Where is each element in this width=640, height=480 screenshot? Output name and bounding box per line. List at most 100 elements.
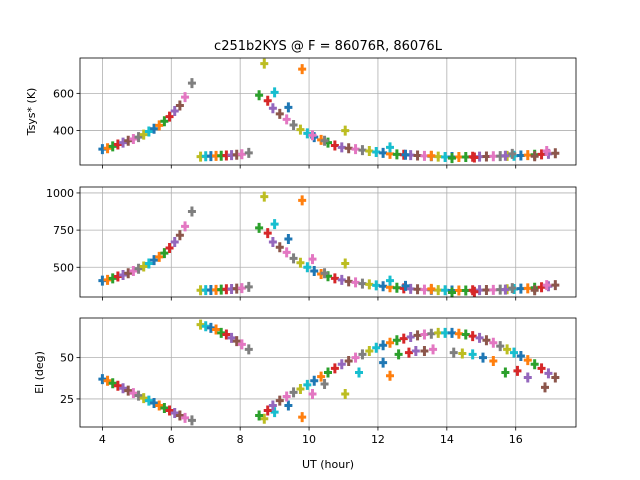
panel-elevation-data-point — [196, 319, 205, 330]
panel-elevation-data-point — [260, 413, 269, 424]
panel-tsys-data-point — [298, 64, 307, 75]
panel-elevation-data-point — [303, 379, 312, 390]
panel-tsys-alt-data-point — [270, 219, 279, 230]
panel-elevation-data-point — [217, 327, 226, 338]
panel-elevation-data-point — [351, 352, 360, 363]
panel-tsys-alt-data-point — [351, 277, 360, 288]
panel-tsys-alt-data-point — [489, 284, 498, 295]
panel-tsys-alt-data-point — [427, 283, 436, 294]
panel-elevation-data-point — [160, 403, 169, 414]
panel-elevation-data-point — [317, 371, 326, 382]
panel-tsys-alt-data-point — [134, 263, 143, 274]
x-axis-label: UT (hour) — [302, 458, 354, 471]
panel-elevation-data-point — [551, 372, 560, 383]
panel-tsys-alt-data-point — [165, 242, 174, 253]
panel-tsys-alt-data-point — [365, 279, 374, 290]
panel-tsys-data-point — [263, 95, 272, 106]
x-tick-label: 16 — [509, 433, 523, 446]
panel-tsys-alt-data-point — [303, 262, 312, 273]
panel-elevation-ytick-label: 25 — [60, 393, 74, 406]
panel-tsys-data-point — [448, 153, 456, 164]
panel-tsys-data-point — [530, 151, 539, 162]
panel-elevation-data-point — [454, 328, 463, 339]
panel-tsys-data-point — [268, 103, 277, 114]
panel-elevation-data-point — [489, 337, 498, 348]
panel-elevation-data-point — [379, 357, 388, 368]
panel-tsys-data-point — [255, 90, 264, 101]
panel-elevation-data-point — [170, 407, 179, 418]
panel-elevation-data-point — [98, 374, 107, 385]
panel-elevation-data-point — [434, 327, 443, 338]
panel-elevation-data-point — [496, 341, 505, 352]
panel-tsys-alt-data-point — [530, 285, 539, 296]
panel-elevation-data-point — [124, 385, 133, 396]
panel-tsys-alt-ytick-label: 1000 — [46, 187, 74, 200]
panel-elevation-data-point — [308, 388, 317, 399]
panel-elevation-data-point — [427, 328, 436, 339]
panel-elevation-data-point — [399, 333, 408, 344]
panel-tsys-alt-data-point — [108, 273, 117, 284]
panel-tsys-alt-data-point — [341, 258, 350, 269]
panel-elevation-data-point — [411, 346, 420, 357]
panel-elevation-data-point — [406, 331, 415, 342]
panel-elevation-frame — [79, 317, 577, 428]
panel-elevation-data-point — [108, 378, 117, 389]
panel-tsys-data-point — [501, 150, 510, 161]
panel-elevation-data-point — [255, 410, 264, 421]
panel-tsys-alt-data-point — [289, 253, 298, 264]
panel-tsys-data-point — [260, 58, 269, 69]
panel-tsys-alt-frame — [79, 186, 577, 298]
panel-elevation-data-point — [150, 398, 159, 409]
panel-tsys-data-point — [150, 123, 159, 134]
panel-tsys-data-point — [119, 137, 128, 148]
panel-tsys-frame — [79, 57, 577, 166]
panel-elevation-data-point — [244, 344, 253, 355]
panel-elevation-data-point — [404, 347, 413, 358]
panel-tsys-data-point — [392, 149, 401, 160]
panel-elevation-data-point — [284, 400, 293, 411]
panel-tsys-alt-data-point — [160, 248, 169, 259]
panel-tsys-data-point — [124, 135, 133, 146]
panel-tsys-data-point — [237, 149, 246, 160]
panel-elevation-data-point — [448, 327, 456, 338]
panel-elevation-data-point — [489, 355, 498, 366]
panel-elevation-data-point — [201, 321, 210, 332]
panel-tsys-alt-data-point — [386, 275, 394, 286]
panel-elevation-data-point — [222, 329, 231, 340]
panel-tsys-data-point — [523, 150, 532, 161]
panel-elevation-data-point — [365, 346, 374, 357]
panel-tsys-alt-data-point — [170, 237, 179, 247]
panel-elevation-data-point — [344, 355, 353, 366]
panel-tsys-data-point — [181, 92, 190, 103]
panel-tsys-data-point — [358, 145, 367, 156]
panel-tsys-data-point — [244, 147, 253, 158]
panel-tsys-data-point — [296, 124, 305, 135]
panel-tsys-alt-data-point — [155, 251, 164, 262]
panel-elevation-data-point — [379, 340, 388, 351]
panel-tsys-alt-data-point — [420, 284, 429, 295]
panel-tsys-data-point — [320, 135, 329, 146]
panel-elevation-data-point — [372, 342, 381, 353]
panel-tsys-ytick-label: 600 — [53, 87, 74, 100]
panel-elevation-data-point — [544, 368, 553, 379]
panel-tsys-alt-data-point — [501, 284, 510, 295]
panel-tsys-data-point — [351, 144, 360, 155]
panel-tsys-alt-ytick-label: 500 — [53, 261, 74, 274]
panel-tsys-data-point — [303, 128, 312, 139]
panel-elevation-data-point — [139, 393, 148, 404]
panel-elevation-data-point — [513, 365, 522, 376]
panel-elevation-data-point — [479, 352, 487, 363]
panel-elevation: 4 6 8 10 12 14 16 25 50 El (deg) — [33, 317, 577, 446]
x-tick-label: 12 — [371, 433, 385, 446]
panel-tsys-alt-data-point — [296, 257, 305, 268]
panel-tsys-data-point — [129, 133, 138, 144]
panel-tsys-alt-data-point — [181, 221, 190, 232]
panel-tsys-alt-data-point — [320, 268, 329, 279]
panel-elevation-data-point — [392, 335, 401, 346]
panel-tsys-alt-data-point — [284, 234, 293, 245]
panel-tsys-ylabel: Tsys* (K) — [25, 88, 38, 137]
panel-tsys-alt-data-point — [237, 283, 246, 294]
panel-elevation-data-point — [282, 391, 291, 402]
panel-tsys-data-point — [144, 126, 153, 137]
